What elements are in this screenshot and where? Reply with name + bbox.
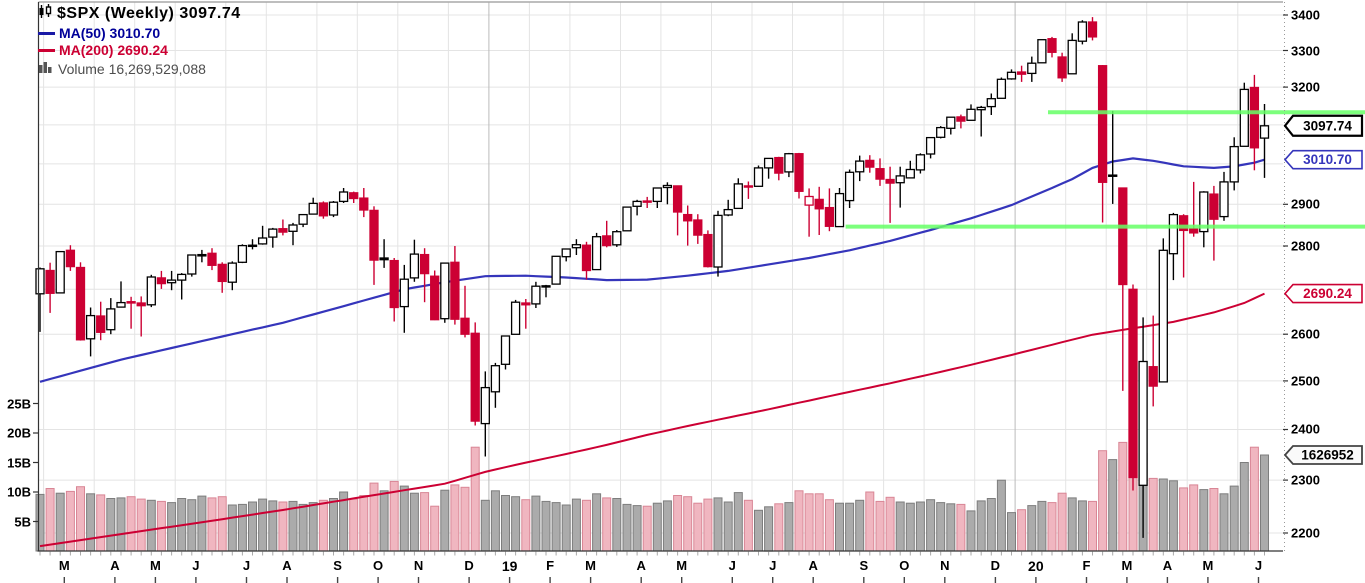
volume-tick-label: 15B	[7, 455, 31, 470]
month-tick-label: A	[636, 558, 646, 573]
price-tick-label: 2200	[1291, 525, 1320, 541]
svg-text:3097.74: 3097.74	[1303, 118, 1352, 133]
svg-text:1626952: 1626952	[1301, 448, 1354, 463]
year-tick-label: 20	[1028, 558, 1044, 574]
month-tick-label: F	[546, 558, 555, 573]
month-tick-label: J	[242, 558, 251, 573]
volume-tick-label: 5B	[14, 514, 31, 529]
price-tick-label: 3400	[1291, 7, 1320, 23]
chart-title: $SPX (Weekly) 3097.74	[57, 4, 241, 22]
month-tick-label: F	[1082, 558, 1091, 573]
volume-tick-label: 20B	[7, 425, 31, 441]
price-tick-label: 2900	[1291, 196, 1320, 212]
month-tick-label: D	[990, 558, 1001, 573]
month-tick-label: A	[110, 558, 120, 573]
month-tick-label: D	[464, 558, 474, 573]
month-tick-label: O	[899, 558, 910, 573]
month-tick-label: N	[413, 558, 424, 573]
ma200-label: MA(200) 2690.24	[59, 42, 168, 58]
month-tick-label: J	[1254, 558, 1263, 573]
ma50-price-label: 3010.70	[1283, 149, 1363, 170]
price-tick-label: 3200	[1291, 79, 1320, 95]
price-tick-label: 2600	[1291, 326, 1320, 342]
price-tick-label: 2400	[1291, 421, 1320, 437]
ma50-label: MA(50) 3010.70	[59, 25, 161, 41]
month-tick-label: M	[149, 558, 161, 573]
month-tick-label: N	[940, 558, 950, 573]
ma200-price-label: 2690.24	[1283, 283, 1363, 304]
month-tick-label: S	[333, 558, 342, 573]
volume-tick-label: 10B	[7, 484, 31, 500]
last-price-label: 3097.74	[1283, 114, 1364, 137]
month-tick-label: M	[58, 558, 70, 573]
month-tick-label: M	[1121, 558, 1133, 573]
month-tick-label: J	[769, 558, 777, 573]
volume-tick-label: 25B	[7, 396, 31, 411]
chart-legend: $SPX (Weekly) 3097.74 MA(50) 3010.70 MA(…	[38, 4, 241, 80]
month-tick-label: M	[1202, 558, 1214, 573]
month-tick-label: A	[282, 558, 292, 573]
last-volume-label: 1626952	[1283, 445, 1363, 465]
month-tick-label: A	[1162, 558, 1173, 573]
month-tick-label: M	[676, 558, 688, 573]
ma200-line-swatch	[38, 48, 55, 52]
month-tick-label: A	[808, 558, 818, 573]
ma50-line-swatch	[38, 31, 55, 35]
svg-text:2690.24: 2690.24	[1303, 286, 1352, 301]
month-tick-label: J	[192, 558, 200, 573]
month-tick-label: M	[585, 558, 596, 573]
price-tick-label: 3300	[1291, 43, 1320, 58]
month-tick-label: S	[859, 558, 869, 573]
volume-bars-icon	[38, 60, 54, 77]
svg-text:3010.70: 3010.70	[1303, 152, 1352, 167]
price-tick-label: 2300	[1291, 472, 1320, 488]
month-tick-label: O	[372, 558, 384, 573]
year-tick-label: 19	[501, 558, 518, 574]
price-tick-label: 2800	[1291, 238, 1320, 254]
volume-legend-label: Volume 16,269,529,088	[58, 60, 206, 77]
month-tick-label: J	[728, 558, 736, 573]
price-tick-label: 2500	[1291, 373, 1320, 389]
candlestick-icon	[38, 4, 53, 23]
